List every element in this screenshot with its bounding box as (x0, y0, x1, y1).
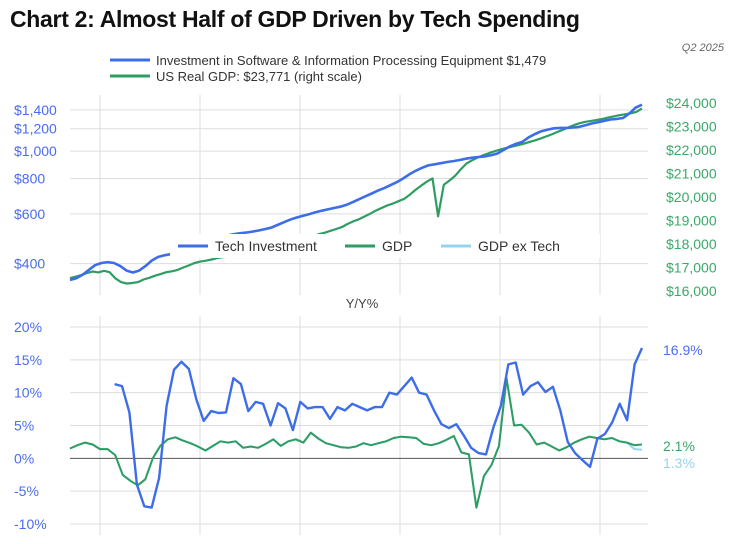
legend-gdp-ex-tech-label: GDP ex Tech (478, 238, 560, 254)
bottom-axis-tick-label: -10% (14, 516, 47, 532)
bottom-panel-title: Y/Y% (346, 296, 379, 311)
tech-investment-yoy-line (114, 347, 644, 509)
left-axis-tick-label: $800 (14, 171, 45, 187)
left-axis-tick-label: $600 (14, 206, 45, 222)
right-axis-tick-label: $22,000 (666, 142, 717, 158)
legend-tech-label: Tech Investment (215, 238, 317, 254)
bottom-axis-tick-label: 20% (14, 319, 42, 335)
end-value-label: 2.1% (663, 438, 695, 454)
legend-background (170, 234, 600, 258)
right-axis-tick-label: $17,000 (666, 260, 717, 276)
tech-investment-level-line (69, 103, 643, 282)
chart-title: Chart 2: Almost Half of GDP Driven by Te… (10, 6, 580, 32)
gdp-level-line (69, 107, 643, 285)
bottom-axis-tick-label: 5% (14, 418, 34, 434)
left-axis-tick-label: $1,000 (14, 143, 57, 159)
right-axis-tick-label: $18,000 (666, 236, 717, 252)
right-axis-tick-label: $24,000 (666, 95, 717, 111)
left-axis-tick-label: $1,200 (14, 121, 57, 137)
bottom-axis-tick-label: 15% (14, 352, 42, 368)
bottom-axis-tick-label: 10% (14, 385, 42, 401)
right-axis-tick-label: $23,000 (666, 119, 717, 135)
date-label: Q2 2025 (681, 42, 724, 54)
right-axis-tick-label: $21,000 (666, 166, 717, 182)
legend-gdp-label: GDP (382, 238, 412, 254)
gdp-yoy-line (69, 377, 643, 509)
bottom-axis-tick-label: -5% (14, 483, 39, 499)
left-axis-tick-label: $400 (14, 256, 45, 272)
right-axis-tick-label: $19,000 (666, 213, 717, 229)
bottom-axis-tick-label: 0% (14, 450, 34, 466)
end-value-label: 16.9% (663, 342, 703, 358)
right-axis-tick-label: $20,000 (666, 189, 717, 205)
right-axis-tick-label: $16,000 (666, 283, 717, 299)
legend-label-tech-level: Investment in Software & Information Pro… (156, 53, 546, 68)
legend-label-gdp-level: US Real GDP: $23,771 (right scale) (156, 69, 362, 84)
left-axis-tick-label: $1,400 (14, 102, 57, 118)
end-value-label: 1.3% (663, 455, 695, 471)
